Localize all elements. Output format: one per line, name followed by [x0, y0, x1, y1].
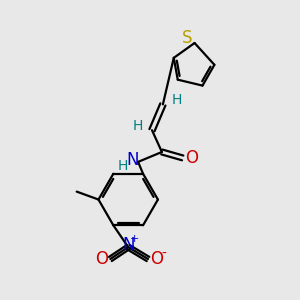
Text: O: O — [95, 250, 108, 268]
Text: S: S — [182, 29, 192, 47]
Text: N: N — [122, 236, 134, 254]
Text: H: H — [133, 119, 143, 133]
Text: H: H — [118, 159, 128, 173]
Text: +: + — [130, 234, 139, 244]
Text: -: - — [161, 247, 166, 261]
Text: O: O — [185, 149, 198, 167]
Text: H: H — [172, 94, 182, 107]
Text: O: O — [150, 250, 164, 268]
Text: N: N — [126, 151, 138, 169]
